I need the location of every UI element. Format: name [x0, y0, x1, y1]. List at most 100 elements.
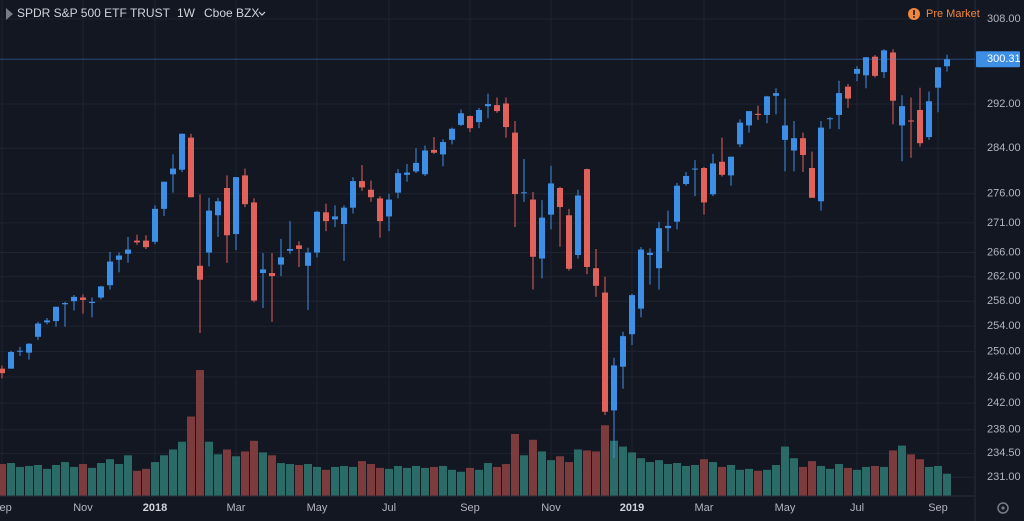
candle-body — [854, 68, 860, 74]
volume-bar — [871, 465, 879, 496]
volume-bar — [898, 445, 906, 496]
symbol-icon — [6, 8, 13, 20]
candle-body — [350, 181, 356, 208]
volume-bar — [718, 466, 726, 496]
session-icon-dot — [913, 16, 915, 18]
volume-bar — [169, 449, 177, 496]
volume-bar — [673, 463, 681, 496]
volume-bar — [619, 446, 627, 496]
candle-body — [827, 118, 833, 120]
candle-body — [62, 303, 68, 305]
candle-body — [395, 173, 401, 193]
volume-bar — [106, 459, 114, 496]
volume-bar — [286, 464, 294, 496]
candle-body — [386, 199, 392, 217]
volume-bar — [601, 425, 609, 496]
volume-layer — [0, 370, 951, 496]
volume-bar — [844, 467, 852, 496]
candle-body — [530, 199, 536, 257]
volume-bar — [403, 467, 411, 496]
volume-bar — [511, 433, 519, 496]
settings-button[interactable] — [997, 502, 1009, 514]
volume-bar — [457, 471, 465, 496]
candle-body — [935, 67, 941, 88]
candle-body — [620, 336, 626, 367]
axes: 231.00 234.50 238.00 242.00 246.00 250.00 254.… — [0, 13, 1021, 514]
volume-bar — [304, 464, 312, 496]
candle-body — [188, 137, 194, 198]
candle-body — [566, 215, 572, 269]
volume-bar — [88, 467, 96, 496]
volume-bar — [916, 459, 924, 496]
volume-bar — [205, 441, 213, 496]
dropdown-chevron[interactable] — [258, 11, 266, 16]
candle-body — [449, 128, 455, 140]
interval[interactable]: 1W — [177, 6, 196, 20]
candle-body — [206, 210, 212, 253]
candle-body — [836, 93, 842, 115]
candle-body — [341, 207, 347, 225]
candle-body — [899, 106, 905, 126]
volume-bar — [628, 452, 636, 496]
candle-body — [818, 127, 824, 202]
volume-bar — [538, 451, 546, 496]
x-tick-label: Sep — [0, 502, 12, 514]
y-tick-label: 258.00 — [987, 295, 1021, 307]
volume-bar — [754, 470, 762, 496]
symbol-header[interactable]: SPDR S&P 500 ETF TRUST 1W Cboe BZX — [6, 6, 266, 20]
candle-body — [647, 252, 653, 255]
candle-body — [242, 175, 248, 205]
candle-body — [413, 162, 419, 172]
candle-body — [71, 296, 77, 302]
last-price-box — [976, 51, 1020, 68]
volume-bar — [34, 464, 42, 496]
y-tick-label: 231.00 — [987, 471, 1021, 483]
candle-body — [872, 56, 878, 76]
candle-body — [359, 181, 365, 188]
candle-body — [881, 50, 887, 73]
volume-bar — [826, 468, 834, 496]
volume-bar — [610, 440, 618, 496]
volume-bar — [574, 449, 582, 496]
volume-bar — [340, 465, 348, 496]
candle-body — [332, 216, 338, 220]
candle-body — [494, 105, 500, 112]
candle-body — [179, 133, 185, 170]
y-tick-label: 234.50 — [987, 447, 1021, 459]
x-tick-label: Jul — [382, 502, 396, 514]
y-tick-label: 284.00 — [987, 142, 1021, 154]
volume-bar — [448, 469, 456, 496]
volume-bar — [736, 469, 744, 496]
volume-bar — [781, 446, 789, 496]
volume-bar — [151, 462, 159, 496]
session-status: Pre Market — [926, 8, 980, 20]
candle-body — [377, 198, 383, 222]
candle-body — [431, 149, 437, 153]
volume-bar — [394, 465, 402, 496]
volume-bar — [232, 456, 240, 496]
y-tick-label: 308.00 — [987, 13, 1021, 25]
candle-body — [296, 245, 302, 249]
volume-bar — [349, 466, 357, 496]
settings-gear[interactable] — [997, 502, 1009, 514]
candle-body — [278, 257, 284, 265]
candle-body — [692, 168, 698, 170]
volume-bar — [331, 466, 339, 496]
candle-body — [8, 352, 14, 369]
session-badge[interactable]: Pre Market — [908, 8, 980, 20]
candle-body — [224, 188, 230, 236]
volume-bar — [547, 460, 555, 496]
candle-body — [125, 249, 131, 254]
volume-bar — [124, 455, 132, 496]
candle-body — [467, 116, 473, 129]
volume-bar — [295, 464, 303, 496]
volume-bar — [466, 467, 474, 496]
candle-body — [422, 150, 428, 175]
candle-body — [602, 292, 608, 412]
candle-body — [107, 261, 113, 286]
x-tick-label: 2018 — [143, 502, 167, 514]
volume-bar — [556, 456, 564, 496]
x-tick-label: Jul — [850, 502, 864, 514]
candle-body — [269, 273, 275, 277]
